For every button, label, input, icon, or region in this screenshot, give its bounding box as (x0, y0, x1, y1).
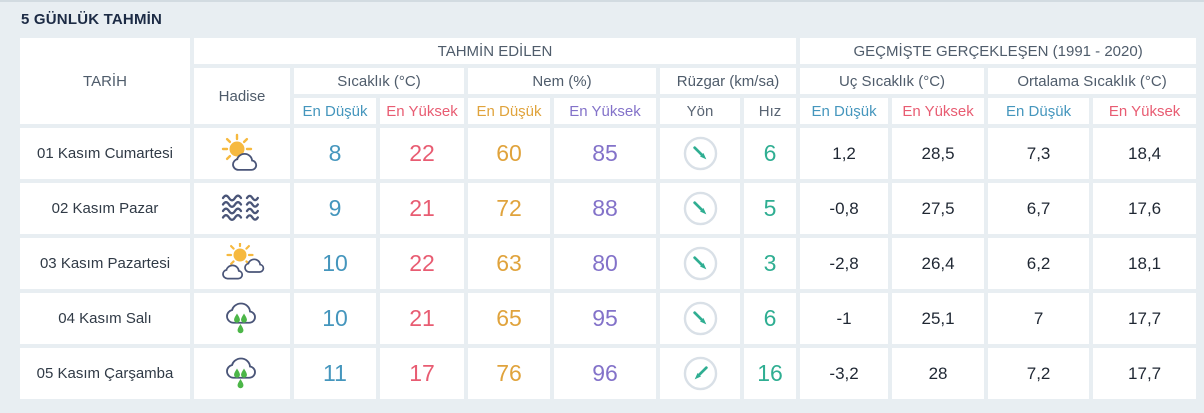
extreme-max-cell: 25,1 (892, 293, 985, 344)
condition-header: Hadise (194, 68, 290, 124)
humidity-min-cell: 63 (468, 238, 550, 289)
date-cell: 02 Kasım Pazar (20, 183, 190, 234)
wind-direction-cell (660, 183, 740, 234)
condition-icon (218, 188, 266, 230)
average-min-cell: 6,7 (988, 183, 1090, 234)
temp-min-cell: 9 (294, 183, 376, 234)
humidity-max-cell: 88 (554, 183, 656, 234)
extreme-max-header: En Yüksek (892, 98, 985, 124)
temperature-header: Sıcaklık (°C) (294, 68, 464, 94)
temp-min-cell: 8 (294, 128, 376, 179)
date-header: TARİH (20, 38, 190, 124)
average-max-cell: 17,6 (1093, 183, 1197, 234)
header-sub-row: En Düşük En Yüksek En Düşük En Yüksek Yö… (20, 98, 1197, 124)
wind-speed-cell: 6 (744, 128, 797, 179)
wind-speed-cell: 6 (744, 293, 797, 344)
header-category-row: Hadise Sıcaklık (°C) Nem (%) Rüzgar (km/… (20, 68, 1197, 124)
temp-min-cell: 10 (294, 238, 376, 289)
condition-icon (218, 133, 266, 175)
average-max-cell: 18,4 (1093, 128, 1197, 179)
humidity-max-cell: 95 (554, 293, 656, 344)
condition-cell (194, 348, 290, 399)
humidity-max-cell: 80 (554, 238, 656, 289)
table-row: 03 Kasım Pazartesi 10 22 63 80 3 -2,8 26… (20, 238, 1197, 289)
extreme-min-cell: -0,8 (800, 183, 889, 234)
wind-direction-icon (682, 135, 719, 172)
extreme-max-cell: 26,4 (892, 238, 985, 289)
wind-direction-icon (682, 190, 719, 227)
date-cell: 05 Kasım Çarşamba (20, 348, 190, 399)
wind-direction-icon (682, 355, 719, 392)
average-min-cell: 7,2 (988, 348, 1090, 399)
extreme-max-cell: 27,5 (892, 183, 985, 234)
temp-max-cell: 17 (380, 348, 464, 399)
extreme-min-cell: 1,2 (800, 128, 889, 179)
wind-direction-cell (660, 293, 740, 344)
condition-cell (194, 293, 290, 344)
condition-icon (218, 353, 266, 395)
extreme-max-cell: 28,5 (892, 128, 985, 179)
wind-direction-cell (660, 238, 740, 289)
average-max-cell: 17,7 (1093, 293, 1197, 344)
date-cell: 04 Kasım Salı (20, 293, 190, 344)
average-max-header: En Yüksek (1093, 98, 1197, 124)
extreme-min-cell: -2,8 (800, 238, 889, 289)
wind-speed-cell: 3 (744, 238, 797, 289)
wind-speed-header: Hız (744, 98, 797, 124)
table-row: 02 Kasım Pazar 9 21 72 88 5 -0,8 27,5 6,… (20, 183, 1197, 234)
header-group-row: TARİH TAHMİN EDİLEN GEÇMİŞTE GERÇEKLEŞEN… (20, 38, 1197, 124)
temp-max-header: En Yüksek (380, 98, 464, 124)
average-max-cell: 18,1 (1093, 238, 1197, 289)
extreme-max-cell: 28 (892, 348, 985, 399)
forecast-table: TARİH TAHMİN EDİLEN GEÇMİŞTE GERÇEKLEŞEN… (16, 34, 1200, 403)
average-min-cell: 7,3 (988, 128, 1090, 179)
table-row: 01 Kasım Cumartesi 8 22 60 85 6 1,2 28,5… (20, 128, 1197, 179)
humidity-max-cell: 85 (554, 128, 656, 179)
condition-cell (194, 183, 290, 234)
date-cell: 03 Kasım Pazartesi (20, 238, 190, 289)
average-min-cell: 6,2 (988, 238, 1090, 289)
temp-min-header: En Düşük (294, 98, 376, 124)
extreme-min-cell: -3,2 (800, 348, 889, 399)
forecast-group-header: TAHMİN EDİLEN (194, 38, 797, 64)
date-cell: 01 Kasım Cumartesi (20, 128, 190, 179)
wind-direction-icon (682, 300, 719, 337)
temp-max-cell: 22 (380, 128, 464, 179)
table-row: 05 Kasım Çarşamba 11 17 76 96 16 -3,2 28… (20, 348, 1197, 399)
humidity-min-cell: 72 (468, 183, 550, 234)
humidity-max-cell: 96 (554, 348, 656, 399)
extreme-min-header: En Düşük (800, 98, 889, 124)
average-min-header: En Düşük (988, 98, 1090, 124)
condition-icon (218, 298, 266, 340)
average-min-cell: 7 (988, 293, 1090, 344)
temp-max-cell: 21 (380, 293, 464, 344)
temp-max-cell: 22 (380, 238, 464, 289)
temp-min-cell: 10 (294, 293, 376, 344)
wind-direction-cell (660, 128, 740, 179)
condition-cell (194, 128, 290, 179)
average-temp-header: Ortalama Sıcaklık (°C) (988, 68, 1197, 94)
humidity-min-header: En Düşük (468, 98, 550, 124)
wind-speed-cell: 16 (744, 348, 797, 399)
wind-header: Rüzgar (km/sa) (660, 68, 797, 94)
wind-direction-icon (682, 245, 719, 282)
humidity-header: Nem (%) (468, 68, 656, 94)
wind-direction-cell (660, 348, 740, 399)
historical-group-header: GEÇMİŞTE GERÇEKLEŞEN (1991 - 2020) (800, 38, 1197, 64)
humidity-min-cell: 76 (468, 348, 550, 399)
temp-max-cell: 21 (380, 183, 464, 234)
extreme-min-cell: -1 (800, 293, 889, 344)
temp-min-cell: 11 (294, 348, 376, 399)
wind-direction-header: Yön (660, 98, 740, 124)
condition-cell (194, 238, 290, 289)
humidity-min-cell: 60 (468, 128, 550, 179)
humidity-max-header: En Yüksek (554, 98, 656, 124)
table-row: 04 Kasım Salı 10 21 65 95 6 -1 25,1 7 17… (20, 293, 1197, 344)
condition-icon (218, 243, 266, 285)
average-max-cell: 17,7 (1093, 348, 1197, 399)
extreme-temp-header: Uç Sıcaklık (°C) (800, 68, 985, 94)
humidity-min-cell: 65 (468, 293, 550, 344)
wind-speed-cell: 5 (744, 183, 797, 234)
page-title: 5 GÜNLÜK TAHMİN (21, 11, 163, 28)
